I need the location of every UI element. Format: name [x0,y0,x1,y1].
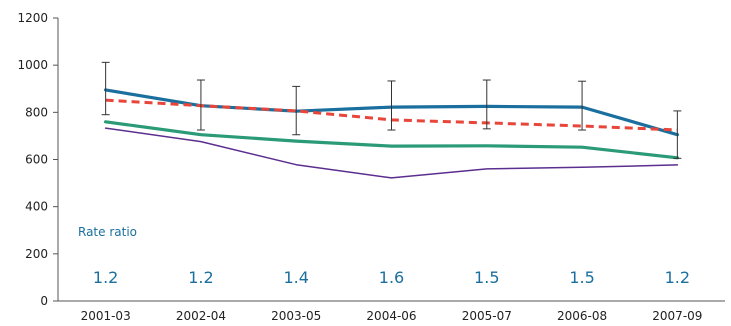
y-tick-label: 400 [25,200,48,214]
rate-ratio-label: Rate ratio [78,225,137,239]
x-tick-label: 2004-06 [366,309,416,323]
series-line-4 [104,127,679,179]
rate-ratio-value: 1.4 [283,268,308,287]
x-tick-label: 2002-04 [176,309,226,323]
x-tick-label: 2003-05 [271,309,321,323]
y-tick-label: 800 [25,105,48,119]
rate-ratio-value: 1.2 [188,268,213,287]
y-axis-ticks: 0 200 400 600 800 1000 1200 [17,11,58,308]
y-tick-label: 600 [25,153,48,167]
rate-ratio-value: 1.5 [474,268,499,287]
axes [57,18,725,302]
series-line-3 [103,120,680,160]
y-tick-label: 0 [40,294,48,308]
x-tick-label: 2006-08 [557,309,607,323]
x-tick-label: 2007-09 [652,309,702,323]
rate-ratio-value: 1.2 [665,268,690,287]
x-tick-label: 2001-03 [81,309,131,323]
rate-ratio-value: 1.6 [379,268,404,287]
y-tick-label: 200 [25,247,48,261]
y-tick-label: 1200 [17,11,48,25]
rate-ratio-value: 1.5 [569,268,594,287]
y-tick-label: 1000 [17,58,48,72]
x-axis-ticks: 2001-03 2002-04 2003-05 2004-06 2005-07 2006-… [81,309,703,323]
rate-ratio-value: 1.2 [93,268,118,287]
x-tick-label: 2005-07 [462,309,512,323]
error-bars [101,61,682,159]
rate-ratio-values: 1.2 1.2 1.4 1.6 1.5 1.5 1.2 [93,268,690,287]
